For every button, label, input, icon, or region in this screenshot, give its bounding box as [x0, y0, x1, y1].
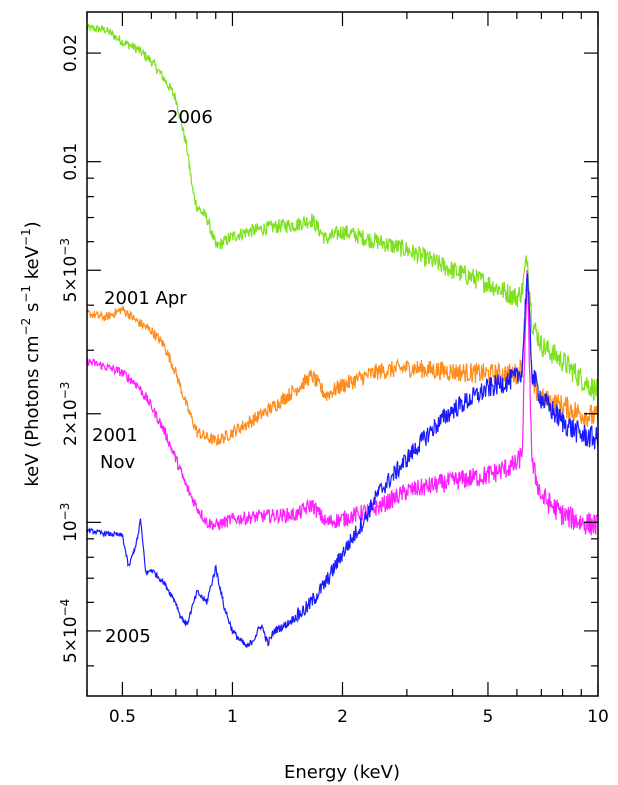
- x-tick-label: 1: [227, 707, 238, 727]
- series-label-2001-nov: 2001: [92, 425, 138, 446]
- y-tick-label: 5×10−3: [58, 238, 81, 302]
- y-axis-label: keV (Photons cm−2 s−1 keV−1): [19, 221, 43, 486]
- series-layer: [86, 23, 599, 648]
- x-tick-label: 10: [587, 707, 609, 727]
- y-axis-label-exp2: −1: [19, 285, 33, 303]
- annotations-layer: 2006 2001 Apr 2001 Nov 2005: [92, 107, 213, 647]
- labels-layer: Energy (keV) keV (Photons cm−2 s−1 keV−1…: [19, 221, 400, 783]
- x-tick-label: 0.5: [109, 707, 136, 727]
- series-line-2001-nov: [86, 270, 599, 536]
- y-tick-label: 2×10−3: [58, 382, 81, 446]
- y-tick-label: 10−3: [58, 503, 81, 542]
- y-axis-label-exp3: −1: [19, 228, 33, 246]
- y-axis-label-end: ): [22, 221, 43, 228]
- x-tick-label: 2: [337, 707, 348, 727]
- x-axis-label: Energy (keV): [284, 762, 400, 783]
- series-label-2005: 2005: [105, 626, 151, 647]
- series-line-2006: [86, 23, 599, 402]
- y-tick-label: 5×10−4: [58, 599, 81, 663]
- y-axis-label-mid: s: [22, 303, 43, 318]
- ticks-layer: 0.5 1 2 5 10 5×10−4 10−3 2×10−3 5×10−3 0.01 0.02: [58, 12, 609, 727]
- series-line-2005: [86, 273, 599, 648]
- x-tick-label: 5: [483, 707, 494, 727]
- plot-frame: [86, 11, 599, 697]
- y-axis-label-exp1: −2: [19, 318, 33, 336]
- y-axis-label-mid2: keV: [22, 245, 43, 285]
- series-label-2006: 2006: [167, 107, 213, 128]
- y-tick-label: 0.01: [61, 143, 81, 181]
- series-line-2001-apr: [86, 280, 599, 446]
- axes-layer: [86, 11, 599, 697]
- y-tick-label: 0.02: [61, 34, 81, 72]
- series-label-2001-apr: 2001 Apr: [104, 288, 187, 309]
- y-axis-label-main: keV (Photons cm: [22, 335, 43, 486]
- series-label-2001-nov: Nov: [100, 452, 135, 473]
